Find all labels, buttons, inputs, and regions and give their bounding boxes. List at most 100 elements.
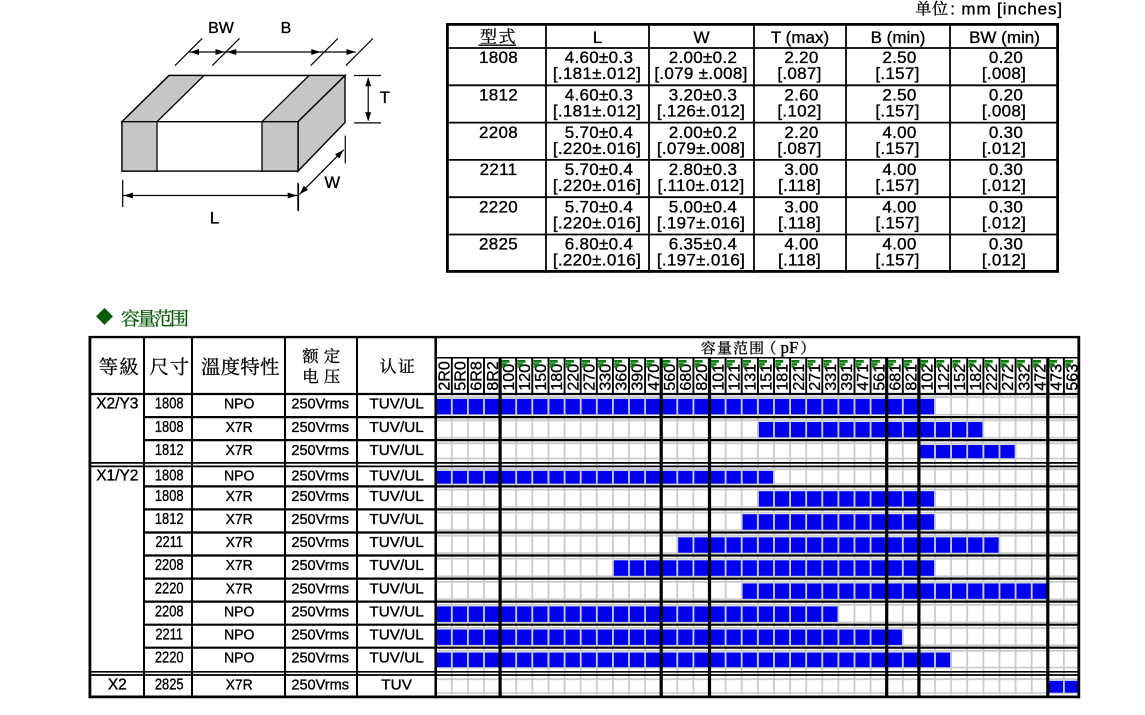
svg-text:TUV/UL: TUV/UL	[369, 442, 423, 459]
svg-text:1808: 1808	[155, 396, 184, 413]
svg-text:NPO: NPO	[224, 650, 254, 667]
svg-text:TUV/UL: TUV/UL	[369, 627, 423, 644]
svg-text:TUV/UL: TUV/UL	[369, 468, 423, 485]
svg-text:X1/Y2: X1/Y2	[96, 468, 138, 485]
svg-text:1812: 1812	[479, 86, 518, 105]
svg-text:2220: 2220	[155, 580, 184, 597]
svg-text:2825: 2825	[479, 235, 518, 254]
svg-text:TUV/UL: TUV/UL	[369, 419, 423, 436]
svg-text:[.157]: [.157]	[875, 176, 919, 195]
svg-text:TUV/UL: TUV/UL	[369, 488, 423, 505]
svg-text:[.118]: [.118]	[778, 251, 821, 270]
svg-text:681: 681	[888, 364, 905, 391]
svg-text:[.102]: [.102]	[777, 102, 821, 121]
svg-text:[.012]: [.012]	[982, 213, 1026, 232]
svg-text:1808: 1808	[155, 488, 184, 505]
svg-text:3.00: 3.00	[784, 197, 818, 216]
svg-text:250Vrms: 250Vrms	[291, 581, 349, 597]
svg-text:222: 222	[984, 364, 1001, 391]
svg-text:[.012]: [.012]	[982, 139, 1026, 158]
svg-text:[.008]: [.008]	[982, 102, 1026, 121]
svg-text:272: 272	[1000, 364, 1017, 391]
svg-text:250Vrms: 250Vrms	[291, 443, 349, 459]
svg-text:2.50: 2.50	[882, 48, 916, 67]
svg-text:[.110±.012]: [.110±.012]	[658, 176, 745, 195]
svg-text:L: L	[210, 209, 219, 228]
svg-text:X7R: X7R	[226, 581, 253, 598]
svg-text:122: 122	[936, 364, 953, 391]
svg-text:4.00: 4.00	[882, 197, 916, 216]
svg-text:6.35±0.4: 6.35±0.4	[669, 235, 737, 254]
svg-text:5.70±0.4: 5.70±0.4	[565, 197, 633, 216]
svg-text:390: 390	[630, 364, 647, 391]
svg-text:820: 820	[694, 364, 711, 391]
svg-text:[.087]: [.087]	[777, 64, 821, 83]
svg-text:TUV/UL: TUV/UL	[369, 396, 423, 413]
svg-text:270: 270	[581, 364, 598, 391]
svg-text:4.00: 4.00	[882, 235, 916, 254]
svg-text:6.80±0.4: 6.80±0.4	[565, 235, 633, 254]
svg-text:2.20: 2.20	[784, 123, 818, 142]
svg-text:101: 101	[710, 364, 727, 391]
svg-text:1812: 1812	[155, 511, 184, 528]
svg-text:L: L	[593, 28, 602, 47]
svg-text:[.079 ±.008]: [.079 ±.008]	[654, 64, 747, 83]
svg-text:250Vrms: 250Vrms	[291, 535, 349, 551]
svg-text:0.30: 0.30	[989, 197, 1023, 216]
svg-text:181: 181	[775, 364, 792, 391]
svg-text:[.126±.012]: [.126±.012]	[657, 102, 745, 121]
svg-text:0.20: 0.20	[989, 86, 1023, 105]
svg-text:TUV/UL: TUV/UL	[369, 557, 423, 574]
svg-text:250Vrms: 250Vrms	[291, 512, 349, 528]
svg-text:X7R: X7R	[226, 512, 253, 529]
svg-text:3.20±0.3: 3.20±0.3	[669, 86, 737, 105]
svg-text:NPO: NPO	[224, 396, 254, 413]
svg-text:0.30: 0.30	[989, 235, 1023, 254]
svg-text:TUV: TUV	[381, 677, 412, 694]
svg-text:271: 271	[807, 364, 824, 391]
svg-text:[.118]: [.118]	[778, 176, 821, 195]
svg-text:121: 121	[726, 364, 743, 391]
svg-text:131: 131	[743, 364, 760, 391]
svg-text:250Vrms: 250Vrms	[291, 469, 349, 485]
svg-text:250Vrms: 250Vrms	[291, 397, 349, 413]
svg-text:100: 100	[501, 364, 518, 391]
svg-text:[.079±.008]: [.079±.008]	[657, 139, 745, 158]
svg-text:T: T	[380, 89, 390, 107]
svg-text:150: 150	[533, 364, 550, 391]
svg-text:: mm [inches]: : mm [inches]	[950, 0, 1063, 18]
svg-text:391: 391	[839, 364, 856, 391]
svg-text:5R0: 5R0	[453, 361, 470, 390]
svg-text:561: 561	[871, 364, 888, 391]
svg-text:[.197±.016]: [.197±.016]	[657, 213, 745, 232]
svg-text:X7R: X7R	[226, 442, 253, 459]
svg-text:B (min): B (min)	[871, 28, 926, 47]
svg-text:[.087]: [.087]	[777, 139, 821, 158]
svg-text:4.60±0.3: 4.60±0.3	[565, 86, 633, 105]
svg-text:120: 120	[517, 364, 534, 391]
svg-text:2208: 2208	[155, 603, 184, 620]
svg-text:[.220±.016]: [.220±.016]	[553, 251, 641, 270]
svg-text:X7R: X7R	[226, 535, 253, 552]
svg-text:[.157]: [.157]	[875, 251, 919, 270]
svg-text:221: 221	[791, 364, 808, 391]
svg-text:0.30: 0.30	[989, 123, 1023, 142]
svg-text:[.157]: [.157]	[875, 102, 919, 121]
svg-text:2.00±0.2: 2.00±0.2	[669, 123, 737, 142]
svg-text:151: 151	[759, 364, 776, 391]
svg-text:1808: 1808	[155, 419, 184, 436]
svg-text:821: 821	[904, 364, 921, 391]
svg-text:2.60: 2.60	[784, 86, 818, 105]
svg-text:pF: pF	[781, 338, 799, 357]
svg-text:680: 680	[678, 364, 695, 391]
svg-text:NPO: NPO	[224, 627, 254, 644]
svg-text:331: 331	[823, 364, 840, 391]
svg-text:8R2: 8R2	[485, 361, 502, 390]
svg-text:182: 182	[968, 364, 985, 391]
svg-text:2.20: 2.20	[784, 48, 818, 67]
svg-text:X7R: X7R	[226, 419, 253, 436]
svg-text:470: 470	[646, 364, 663, 391]
svg-text:3.00: 3.00	[784, 160, 818, 179]
svg-text:[.012]: [.012]	[982, 251, 1026, 270]
svg-text:[.181±.012]: [.181±.012]	[553, 102, 641, 121]
